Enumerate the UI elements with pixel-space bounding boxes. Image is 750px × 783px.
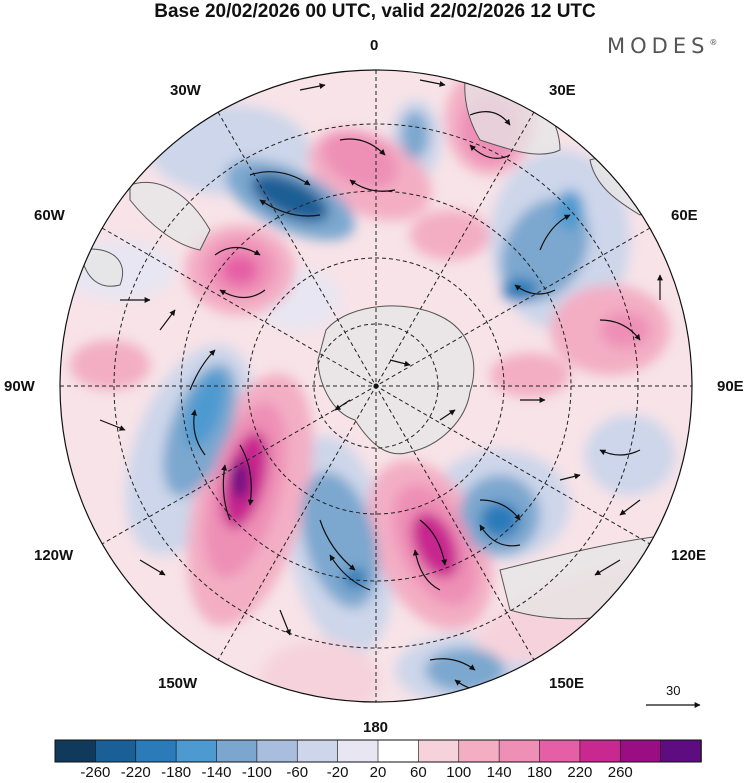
colorbar-tick-label: 20 [369, 764, 387, 781]
colorbar-tick-label: 260 [607, 764, 633, 781]
colorbar [54, 739, 702, 763]
colorbar-bin [175, 739, 218, 763]
colorbar-tick-label: 60 [410, 764, 427, 781]
lon-label-30e: 30E [549, 82, 576, 99]
lon-label-120e: 120E [671, 547, 707, 564]
lon-label-90e: 90E [717, 378, 744, 395]
colorbar-bin [216, 739, 258, 763]
brand-text: MODES [607, 34, 710, 58]
colorbar-ticks: -260 -220 -180 -140 -100 -60 -20 20 60 100 140 180 2… [0, 764, 750, 782]
lon-label-0: 0 [370, 37, 379, 54]
chart-title: Base 20/02/2026 00 UTC, valid 22/02/2026… [154, 1, 596, 22]
colorbar-tick-label: -140 [201, 764, 232, 781]
colorbar-tick-label: 220 [567, 764, 593, 781]
colorbar-tick-label: -220 [120, 764, 151, 781]
map-boundary [59, 69, 693, 703]
colorbar-bin [660, 739, 702, 763]
lon-label-60e: 60E [671, 207, 698, 224]
colorbar-bin [296, 739, 339, 763]
colorbar-bin [498, 739, 541, 763]
registered-mark: ® [709, 38, 718, 47]
colorbar-bin [377, 739, 420, 763]
colorbar-bin [579, 739, 622, 763]
lon-label-120w: 120W [34, 547, 74, 564]
colorbar-tick-label: -60 [286, 764, 309, 781]
colorbar-bin [337, 739, 379, 763]
colorbar-bin [418, 739, 460, 763]
vector-scale-label: 30 [666, 683, 681, 698]
colorbar-bin [619, 739, 662, 763]
colorbar-tick-label: 100 [446, 764, 472, 781]
colorbar-bin [135, 739, 177, 763]
colorbar-bin [54, 739, 97, 763]
lon-label-60w: 60W [34, 207, 65, 224]
colorbar-tick-label: 140 [486, 764, 512, 781]
colorbar-tick-label: 180 [526, 764, 553, 781]
colorbar-bin [256, 739, 299, 763]
colorbar-tick-label: -20 [326, 764, 349, 781]
colorbar-tick-label: -180 [161, 764, 192, 781]
wind-vectors [99, 79, 663, 692]
colorbar-bin [539, 739, 581, 763]
colorbar-tick-label: -260 [80, 764, 111, 781]
colorbar-bin [95, 739, 137, 763]
brand-logo: MODES® [607, 34, 717, 58]
lon-label-30w: 30W [170, 82, 201, 99]
lon-label-150w: 150W [158, 675, 198, 692]
lon-label-180: 180 [363, 719, 389, 736]
colorbar-bin [458, 739, 500, 763]
lon-label-150e: 150E [549, 675, 585, 692]
colorbar-tick-label: -100 [241, 764, 272, 781]
south-pole-marker [373, 383, 379, 389]
lon-label-90w: 90W [4, 378, 35, 395]
